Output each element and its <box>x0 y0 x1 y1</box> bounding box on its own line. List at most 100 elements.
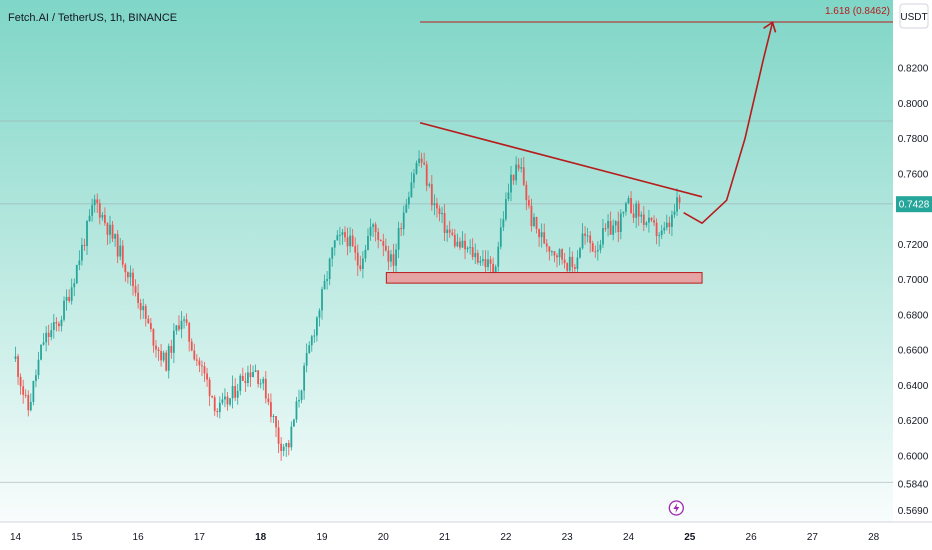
candle <box>93 194 96 213</box>
candle-body <box>456 241 459 247</box>
candle <box>295 396 298 423</box>
price-tick-label: 0.6600 <box>898 346 929 357</box>
candle <box>27 390 30 417</box>
candle-body <box>591 243 594 252</box>
candle <box>441 206 443 224</box>
support-zone[interactable] <box>385 272 703 284</box>
candle <box>318 308 321 327</box>
candle-body <box>479 261 482 263</box>
candle-body <box>502 219 505 228</box>
candle-body <box>561 249 563 260</box>
candle-body <box>221 399 224 403</box>
candle <box>88 209 91 222</box>
candle <box>198 357 201 373</box>
candle <box>68 289 71 303</box>
candle-body <box>142 306 145 311</box>
candle-body <box>27 394 30 411</box>
candle-body <box>346 237 349 247</box>
candle <box>558 248 561 266</box>
time-tick-label: 17 <box>194 532 206 543</box>
candle <box>617 211 620 243</box>
price-tick-label: 0.8000 <box>898 99 929 110</box>
candle-body <box>175 325 178 331</box>
candle-body <box>415 162 418 174</box>
candle <box>152 328 155 353</box>
candle-body <box>625 203 627 212</box>
candle-body <box>525 184 528 201</box>
candle <box>581 223 584 250</box>
candle-body <box>648 217 650 223</box>
candle-body <box>497 246 500 267</box>
candle-body <box>510 174 512 193</box>
descending-trendline[interactable] <box>419 122 703 198</box>
candle-body <box>377 231 380 240</box>
candle <box>599 239 602 254</box>
candle-body <box>568 256 571 271</box>
candle <box>395 243 397 273</box>
candle-body <box>315 317 318 336</box>
candle <box>259 378 262 389</box>
candle-body <box>384 245 387 251</box>
candle <box>29 393 32 412</box>
candle <box>451 228 454 237</box>
candle <box>469 239 472 255</box>
candle-body <box>550 251 553 253</box>
candle <box>183 316 185 329</box>
candle <box>497 241 500 272</box>
candle <box>185 313 188 326</box>
candle <box>387 245 390 271</box>
candle-body <box>359 265 362 270</box>
candle <box>433 194 436 216</box>
candle <box>116 230 119 264</box>
candle <box>397 221 400 258</box>
candle <box>101 211 104 221</box>
candle-body <box>88 215 91 222</box>
candle <box>420 152 423 168</box>
candle-body <box>471 247 474 258</box>
candle <box>83 238 86 251</box>
candle <box>290 421 293 451</box>
candle <box>576 250 579 273</box>
candle-body <box>249 372 252 378</box>
candle <box>190 338 193 352</box>
candle-body <box>183 319 185 321</box>
candle <box>262 376 265 391</box>
price-tick-label: 0.7000 <box>898 275 929 286</box>
price-tick-label: 0.7200 <box>898 240 929 251</box>
candle <box>139 298 142 320</box>
candle-body <box>124 264 127 273</box>
candle-body <box>305 353 308 366</box>
candle <box>482 250 484 266</box>
candle <box>224 388 226 408</box>
candle-body <box>492 263 495 274</box>
projection-arrow-path[interactable] <box>683 22 774 225</box>
candle <box>277 420 280 454</box>
candle <box>405 198 408 214</box>
candle <box>247 365 249 387</box>
candle <box>642 206 645 232</box>
candle <box>349 227 351 253</box>
candle-body <box>262 378 265 384</box>
candle <box>415 160 418 176</box>
candle-body <box>428 184 431 186</box>
candle <box>361 251 364 279</box>
candle-body <box>410 182 413 197</box>
candle-body <box>226 396 229 405</box>
candle-body <box>336 235 339 241</box>
candle <box>103 207 106 226</box>
candle-body <box>469 247 472 249</box>
time-tick-label: 19 <box>316 532 328 543</box>
candle-body <box>231 385 234 399</box>
lightning-bolt-icon[interactable] <box>668 500 684 516</box>
currency-button[interactable]: USDT <box>899 3 929 29</box>
candle-body <box>487 259 489 268</box>
candle <box>487 250 489 271</box>
candle <box>73 278 76 297</box>
candle-body <box>515 164 518 181</box>
candle <box>236 383 239 405</box>
candle-body <box>47 332 50 338</box>
time-tick-label: 24 <box>623 532 635 543</box>
candle <box>596 241 599 261</box>
candle-body <box>216 411 219 413</box>
